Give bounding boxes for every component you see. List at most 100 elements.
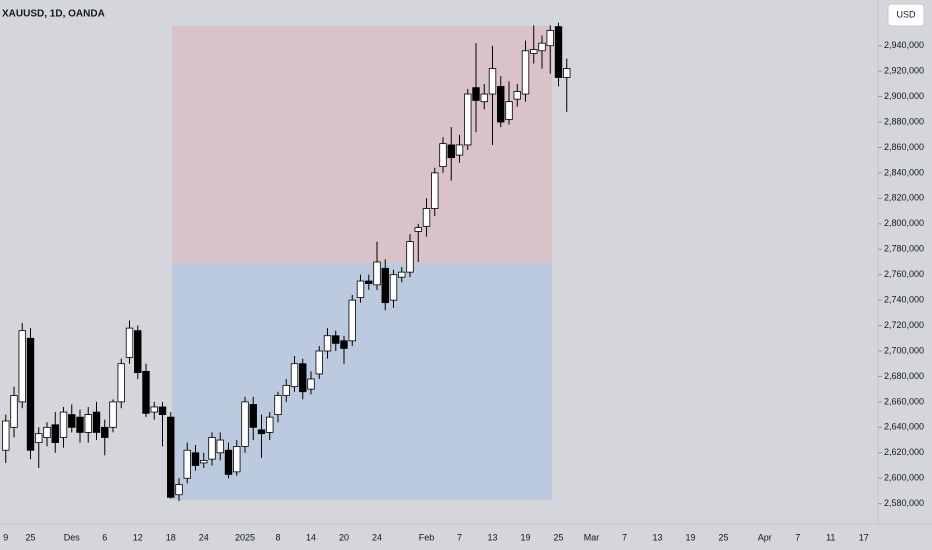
candle-body	[274, 395, 282, 416]
candle-body	[59, 411, 68, 438]
candle-body	[125, 327, 134, 358]
y-tick-label: 2,660,000	[884, 396, 924, 406]
x-tick-label: 25	[553, 532, 563, 542]
symbol-title: XAUUSD, 1D, OANDA	[2, 9, 105, 20]
candle-body	[365, 280, 373, 284]
x-tick-label: 25	[25, 532, 35, 542]
candle-body	[414, 227, 422, 232]
candle-body	[158, 406, 167, 416]
candle-body	[191, 452, 200, 466]
y-tick-label: 2,740,000	[884, 294, 924, 304]
x-tick-label: 18	[166, 532, 176, 542]
candle-body	[35, 433, 43, 443]
candle-body	[332, 335, 340, 344]
candle-body	[480, 93, 488, 103]
candle-body	[431, 172, 439, 209]
candle-body	[257, 429, 266, 435]
x-tick-label: 2025	[235, 532, 255, 542]
x-tick-label: 14	[306, 532, 316, 542]
currency-label[interactable]: USD	[896, 9, 916, 19]
candle-body	[554, 26, 563, 78]
x-tick-label: 13	[652, 532, 662, 542]
candle-body	[488, 68, 497, 95]
candle-body	[134, 330, 142, 374]
candle-body	[76, 416, 84, 433]
y-tick-label: 2,600,000	[884, 473, 924, 483]
candle-body	[208, 437, 216, 460]
candle-body	[530, 49, 538, 54]
candle-body	[373, 261, 381, 286]
x-tick-label: 12	[133, 532, 143, 542]
candle-body	[241, 401, 249, 447]
x-tick-label: 7	[795, 532, 800, 542]
x-tick-label: 7	[622, 532, 627, 542]
candle-body	[356, 280, 365, 298]
y-tick-label: 2,940,000	[884, 40, 924, 50]
y-tick-label: 2,900,000	[884, 91, 924, 101]
candle-body	[26, 337, 35, 451]
candle-body	[183, 449, 191, 479]
y-tick-label: 2,580,000	[884, 498, 924, 508]
candle-body	[406, 241, 414, 273]
candle-body	[84, 414, 92, 433]
candle-body	[389, 274, 398, 301]
candle-body	[175, 484, 183, 496]
x-tick-label: 20	[339, 532, 349, 542]
x-tick-label: 9	[3, 532, 8, 542]
x-tick-label: 7	[457, 532, 462, 542]
candle-body	[439, 143, 447, 167]
candle-body	[200, 459, 208, 464]
candle-body	[538, 42, 546, 52]
candle-body	[18, 330, 26, 403]
candle-body	[455, 144, 464, 156]
y-tick-label: 2,620,000	[884, 447, 924, 457]
y-tick-label: 2,820,000	[884, 193, 924, 203]
candle-body	[348, 299, 356, 342]
candle-body	[521, 50, 530, 95]
y-tick-label: 2,680,000	[884, 371, 924, 381]
x-tick-label: Apr	[758, 532, 772, 542]
x-tick-label: 24	[199, 532, 209, 542]
candle-body	[422, 208, 431, 227]
y-tick-label: 2,720,000	[884, 320, 924, 330]
candle-body	[299, 363, 307, 393]
candle-body	[150, 406, 158, 413]
candle-body	[497, 86, 505, 123]
x-tick-label: 17	[859, 532, 869, 542]
x-tick-label: 8	[275, 532, 280, 542]
candle-body	[546, 30, 554, 47]
y-tick-label: 2,920,000	[884, 66, 924, 76]
candle-body	[472, 87, 480, 101]
candle-body	[224, 449, 233, 475]
y-tick-label: 2,640,000	[884, 422, 924, 432]
y-tick-label: 2,800,000	[884, 218, 924, 228]
candle-body	[447, 144, 455, 159]
x-tick-label: 24	[372, 532, 382, 542]
candle-body	[167, 416, 175, 498]
candle-body	[323, 335, 332, 352]
y-tick-label: 2,780,000	[884, 244, 924, 254]
candle-body	[51, 424, 59, 443]
y-tick-label: 2,860,000	[884, 142, 924, 152]
candle-body	[563, 68, 571, 78]
x-tick-label: 19	[685, 532, 695, 542]
candle-body	[43, 426, 51, 438]
y-tick-label: 2,760,000	[884, 269, 924, 279]
y-tick-label: 2,840,000	[884, 167, 924, 177]
x-tick-label: Mar	[584, 532, 600, 542]
currency-button[interactable]	[887, 3, 925, 27]
candle-body	[92, 411, 101, 433]
candle-body	[249, 404, 257, 428]
candle-body	[464, 93, 472, 146]
x-tick-label: 13	[487, 532, 497, 542]
candle-body	[266, 416, 274, 433]
candle-body	[398, 271, 406, 278]
candle-body	[101, 426, 109, 438]
candle-body	[505, 101, 513, 120]
candle-body	[117, 363, 125, 403]
candle-body	[109, 401, 117, 428]
x-tick-label: 25	[718, 532, 728, 542]
candle-body	[513, 91, 521, 100]
candle-body	[10, 395, 18, 428]
